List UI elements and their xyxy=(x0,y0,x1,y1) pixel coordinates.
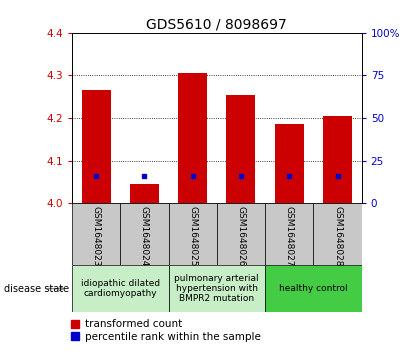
Text: pulmonary arterial
hypertension with
BMPR2 mutation: pulmonary arterial hypertension with BMP… xyxy=(175,274,259,303)
Text: GSM1648025: GSM1648025 xyxy=(188,206,197,267)
Text: healthy control: healthy control xyxy=(279,284,348,293)
Text: GSM1648023: GSM1648023 xyxy=(92,206,101,267)
Bar xyxy=(81,90,111,203)
Title: GDS5610 / 8098697: GDS5610 / 8098697 xyxy=(146,17,287,32)
Bar xyxy=(226,94,256,203)
Bar xyxy=(275,125,304,203)
Text: idiopathic dilated
cardiomyopathy: idiopathic dilated cardiomyopathy xyxy=(81,279,160,298)
Bar xyxy=(265,265,362,312)
Bar xyxy=(120,203,169,265)
Bar xyxy=(169,203,217,265)
Bar xyxy=(323,116,352,203)
Bar xyxy=(314,203,362,265)
Legend: transformed count, percentile rank within the sample: transformed count, percentile rank withi… xyxy=(69,317,263,344)
Bar xyxy=(217,203,265,265)
Bar xyxy=(72,203,120,265)
Text: GSM1648027: GSM1648027 xyxy=(285,206,294,267)
Bar xyxy=(169,265,265,312)
Bar xyxy=(130,184,159,203)
Text: GSM1648026: GSM1648026 xyxy=(236,206,245,267)
Bar xyxy=(72,265,169,312)
Text: GSM1648024: GSM1648024 xyxy=(140,206,149,267)
Bar xyxy=(178,73,207,203)
Text: GSM1648028: GSM1648028 xyxy=(333,206,342,267)
Text: disease state: disease state xyxy=(4,284,69,294)
Bar xyxy=(265,203,314,265)
